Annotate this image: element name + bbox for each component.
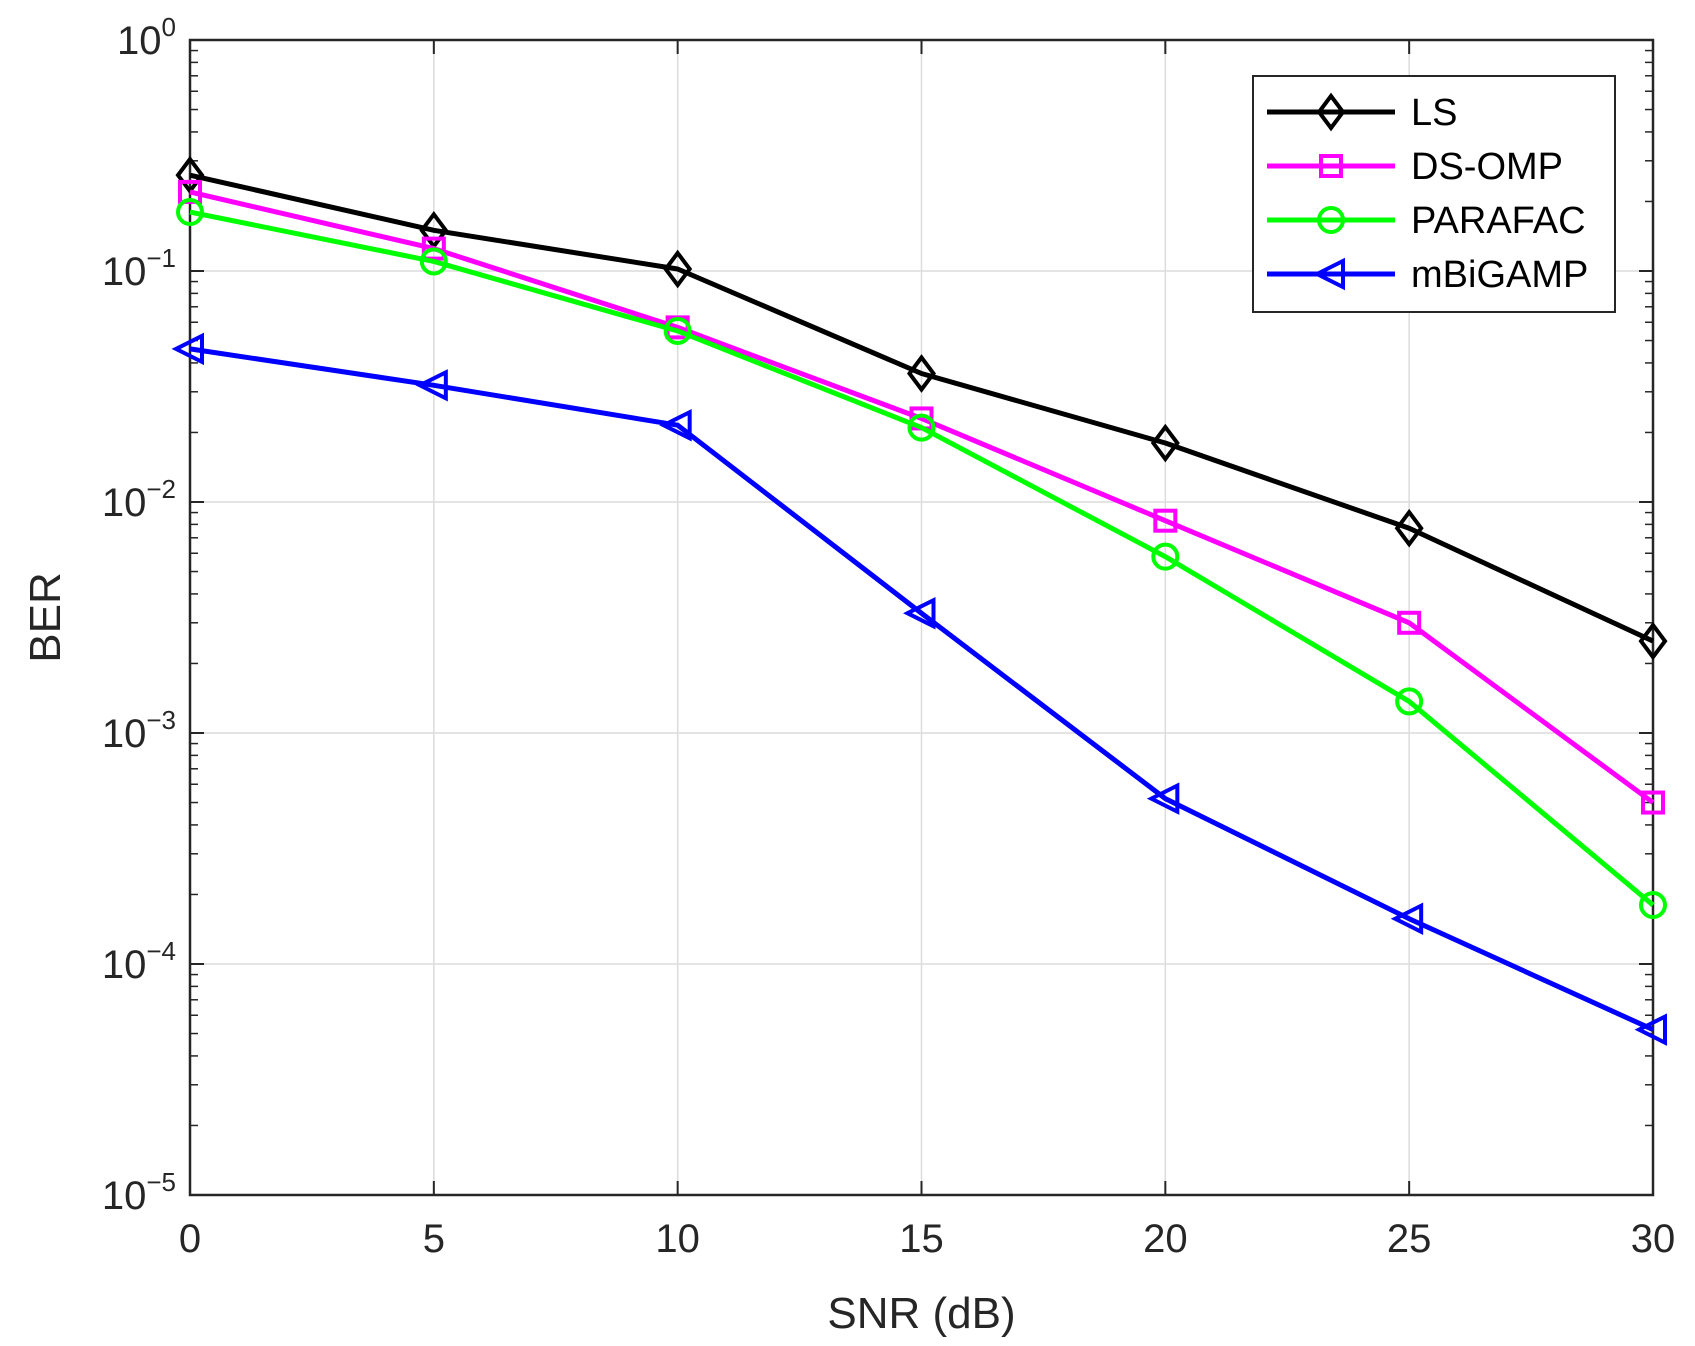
data-point-mbigamp	[659, 408, 692, 442]
legend-label: mBiGAMP	[1411, 254, 1588, 296]
y-tick-label: 10−4	[102, 936, 176, 987]
data-point-ls	[663, 249, 693, 289]
data-point-ls	[1394, 508, 1424, 548]
data-point-parafac	[176, 198, 204, 227]
legend: LS DS-OMP PARAFAC mBiGAMP	[1252, 75, 1616, 313]
x-tick-label: 5	[423, 1217, 445, 1261]
series-layer	[171, 155, 1668, 1046]
data-point-parafac	[907, 413, 936, 442]
data-point-mbigamp	[1634, 1013, 1667, 1046]
legend-item-parafac: PARAFAC	[1267, 200, 1586, 242]
data-point-ls	[1150, 423, 1180, 463]
series-parafac	[176, 198, 1667, 920]
legend-marker	[1319, 154, 1343, 178]
legend-label: DS-OMP	[1411, 146, 1563, 188]
data-point-ds-omp	[1641, 790, 1665, 815]
legend-item-ls: LS	[1267, 92, 1457, 134]
data-point-parafac	[419, 247, 448, 276]
legend-label: PARAFAC	[1411, 200, 1586, 242]
data-point-ls	[175, 155, 205, 195]
major-ticks	[189, 39, 1654, 1196]
y-tick-label: 10−1	[102, 243, 176, 294]
y-tick-label: 100	[117, 12, 176, 63]
data-point-mbigamp	[1146, 782, 1180, 815]
data-point-ds-omp	[1397, 610, 1422, 635]
x-axis-title: SNR (dB)	[827, 1289, 1015, 1338]
data-point-parafac	[1639, 891, 1667, 920]
y-tick-labels: 100 10−1 10−2 10−3 10−4 10−5	[102, 12, 176, 1218]
data-point-mbigamp	[171, 332, 204, 366]
series-line-ls	[189, 172, 1655, 644]
data-point-mbigamp	[903, 596, 936, 630]
data-point-ds-omp	[1153, 508, 1178, 533]
legend-marker	[1316, 92, 1346, 132]
x-tick-label: 15	[899, 1217, 944, 1261]
y-tick-label: 10−3	[102, 705, 176, 756]
series-mbigamp	[171, 332, 1667, 1046]
series-ls	[175, 155, 1668, 661]
x-tick-label: 0	[179, 1217, 201, 1261]
data-point-mbigamp	[1390, 902, 1424, 935]
x-tick-labels: 0 5 10 15 20 25 30	[179, 1217, 1675, 1261]
x-tick-label: 30	[1631, 1217, 1676, 1261]
legend-marker	[1312, 257, 1345, 291]
data-point-ds-omp	[421, 236, 446, 261]
legend-item-mbigamp: mBiGAMP	[1267, 254, 1588, 296]
legend-label: LS	[1411, 92, 1457, 134]
y-tick-label: 10−5	[102, 1167, 176, 1218]
data-point-ls	[907, 354, 936, 393]
legend-item-ds-omp: DS-OMP	[1267, 146, 1563, 188]
data-point-mbigamp	[415, 369, 448, 402]
x-tick-label: 25	[1387, 1217, 1432, 1261]
series-line-parafac	[189, 209, 1655, 907]
data-point-parafac	[663, 316, 692, 345]
data-point-parafac	[1395, 687, 1424, 716]
legend-marker	[1317, 206, 1345, 234]
series-line-mbigamp	[189, 346, 1655, 1032]
x-tick-label: 10	[655, 1217, 700, 1261]
x-tick-label: 20	[1143, 1217, 1188, 1261]
y-tick-label: 10−2	[102, 474, 176, 525]
data-point-parafac	[1151, 542, 1180, 571]
y-axis-title: BER	[21, 572, 70, 662]
data-point-ls	[1638, 621, 1668, 661]
